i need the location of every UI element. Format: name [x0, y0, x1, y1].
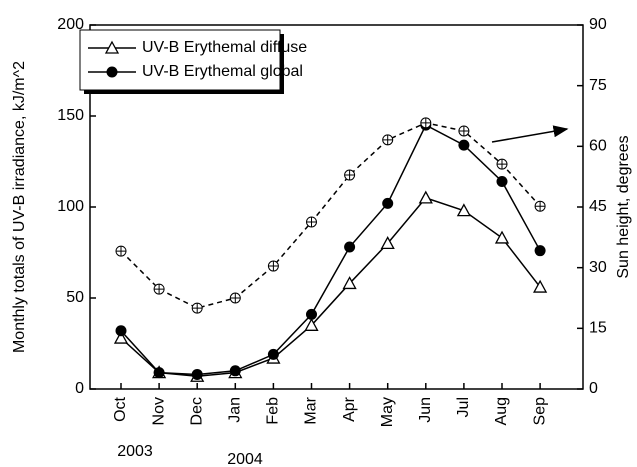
marker — [191, 302, 203, 314]
marker — [229, 292, 241, 304]
y2-tick-label: 45 — [589, 198, 607, 215]
x-tick-label: Sep — [531, 397, 548, 426]
series-line — [120, 122, 541, 309]
y2-tick-label: 30 — [589, 259, 607, 276]
legend-box — [79, 29, 281, 91]
marker — [458, 125, 470, 137]
y-tick-label: 0 — [75, 380, 84, 397]
x-tick-label: Feb — [265, 397, 282, 425]
series-line — [120, 197, 541, 378]
x-tick-label: Jan — [227, 397, 244, 423]
x-tick-label: Jul — [455, 397, 472, 417]
marker — [420, 117, 432, 129]
marker — [534, 245, 546, 257]
marker — [534, 200, 546, 212]
marker — [456, 203, 471, 217]
marker — [115, 245, 127, 257]
marker — [153, 367, 165, 379]
x-tick-label: Dec — [188, 397, 205, 425]
marker — [496, 158, 508, 170]
marker — [267, 348, 279, 360]
y2-tick-label: 15 — [589, 320, 607, 337]
year-label: 2003 — [117, 443, 153, 460]
series-line — [120, 124, 541, 376]
marker — [113, 330, 129, 344]
y-tick-label: 100 — [57, 198, 84, 215]
arrow — [491, 125, 569, 143]
marker — [458, 139, 470, 151]
marker — [496, 176, 508, 188]
x-tick-label: Nov — [150, 397, 167, 425]
legend-label: UV-B Erythemal diffuse — [142, 39, 307, 56]
y2-tick-label: 60 — [589, 138, 607, 155]
y2-axis-label: Sun height, degrees — [615, 135, 632, 278]
legend-label: UV-B Erythemal global — [142, 63, 303, 80]
marker — [306, 308, 317, 320]
legend: UV-B Erythemal diffuse UV-B Erythemal glo… — [79, 29, 307, 94]
marker — [304, 317, 319, 331]
x-tick-label: Oct — [112, 396, 129, 421]
y2-tick-label: 0 — [589, 380, 598, 397]
marker — [153, 283, 165, 295]
marker — [306, 216, 318, 228]
marker — [494, 230, 510, 244]
marker — [344, 241, 356, 253]
marker — [344, 169, 356, 181]
marker — [115, 325, 127, 337]
marker — [229, 365, 241, 377]
marker — [533, 279, 548, 293]
year-label: 2004 — [227, 451, 263, 467]
y-tick-label: 150 — [57, 107, 84, 124]
marker — [382, 134, 394, 146]
x-tick-label: Aug — [493, 397, 510, 425]
marker — [267, 260, 279, 272]
marker — [106, 66, 118, 78]
y2-tick-label: 75 — [589, 77, 607, 94]
y-axis-label: Monthly totals of UV-B irradiance, kJ/m^… — [11, 61, 28, 353]
y2-tick-label: 90 — [589, 16, 607, 33]
y-tick-label: 50 — [66, 289, 84, 306]
x-tick-label: Jun — [417, 397, 434, 423]
marker — [104, 40, 120, 54]
marker — [342, 276, 357, 290]
x-tick-label: May — [379, 397, 396, 427]
marker — [418, 190, 433, 204]
x-tick-label: Apr — [341, 396, 358, 422]
marker — [382, 197, 394, 209]
y-tick-label: 200 — [57, 16, 84, 33]
marker — [191, 368, 203, 380]
x-tick-label: Mar — [303, 396, 320, 424]
marker — [380, 236, 395, 250]
